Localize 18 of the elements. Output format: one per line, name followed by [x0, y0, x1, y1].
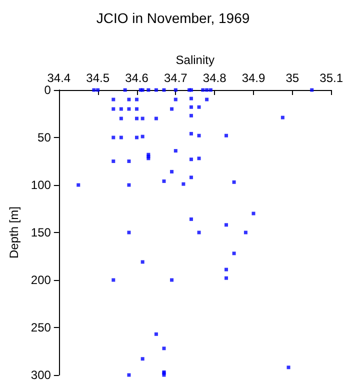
x-tick-label: 34.8 — [202, 71, 227, 85]
x-tick-label: 35 — [286, 71, 300, 85]
y-tick-label: 300 — [30, 368, 52, 382]
x-tick-label: 34.7 — [164, 71, 188, 85]
x-tick-label: 34.4 — [47, 71, 71, 85]
x-tick-label: 34.5 — [86, 71, 110, 85]
y-tick-label: 100 — [30, 178, 52, 192]
x-axis-title: Salinity — [176, 53, 214, 67]
y-tick-label: 200 — [30, 273, 52, 287]
y-tick-label: 0 — [44, 83, 52, 97]
x-tick-label: 34.9 — [242, 71, 266, 85]
y-tick-label: 50 — [38, 130, 52, 144]
x-tick-label: 34.6 — [125, 71, 149, 85]
y-tick-label: 250 — [30, 320, 52, 334]
x-tick-label: 35.1 — [320, 71, 344, 85]
y-axis-title: Depth [m] — [7, 206, 21, 259]
y-tick-label: 150 — [30, 226, 52, 240]
chart-title: JCIO in November, 1969 — [96, 10, 250, 26]
